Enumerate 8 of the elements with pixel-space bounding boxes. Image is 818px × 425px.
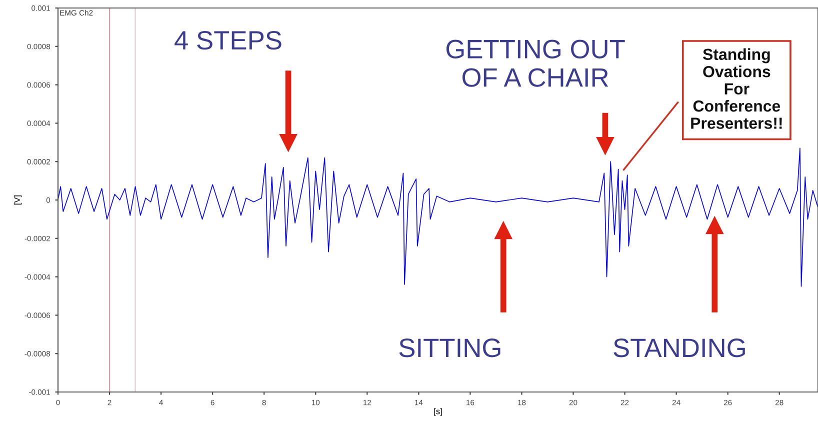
y-axis-title: [V] (14, 196, 22, 204)
line-series (58, 148, 818, 287)
annotation: GETTING OUT OF A CHAIR (446, 40, 625, 87)
annotation: STANDING (614, 338, 745, 358)
annotation: Standing Ovations For Conference Presenters!! (691, 48, 782, 129)
annotation: SITTING (399, 338, 500, 358)
x-axis-title: [s] (434, 408, 442, 416)
annotation: 4 STEPS (174, 30, 282, 50)
